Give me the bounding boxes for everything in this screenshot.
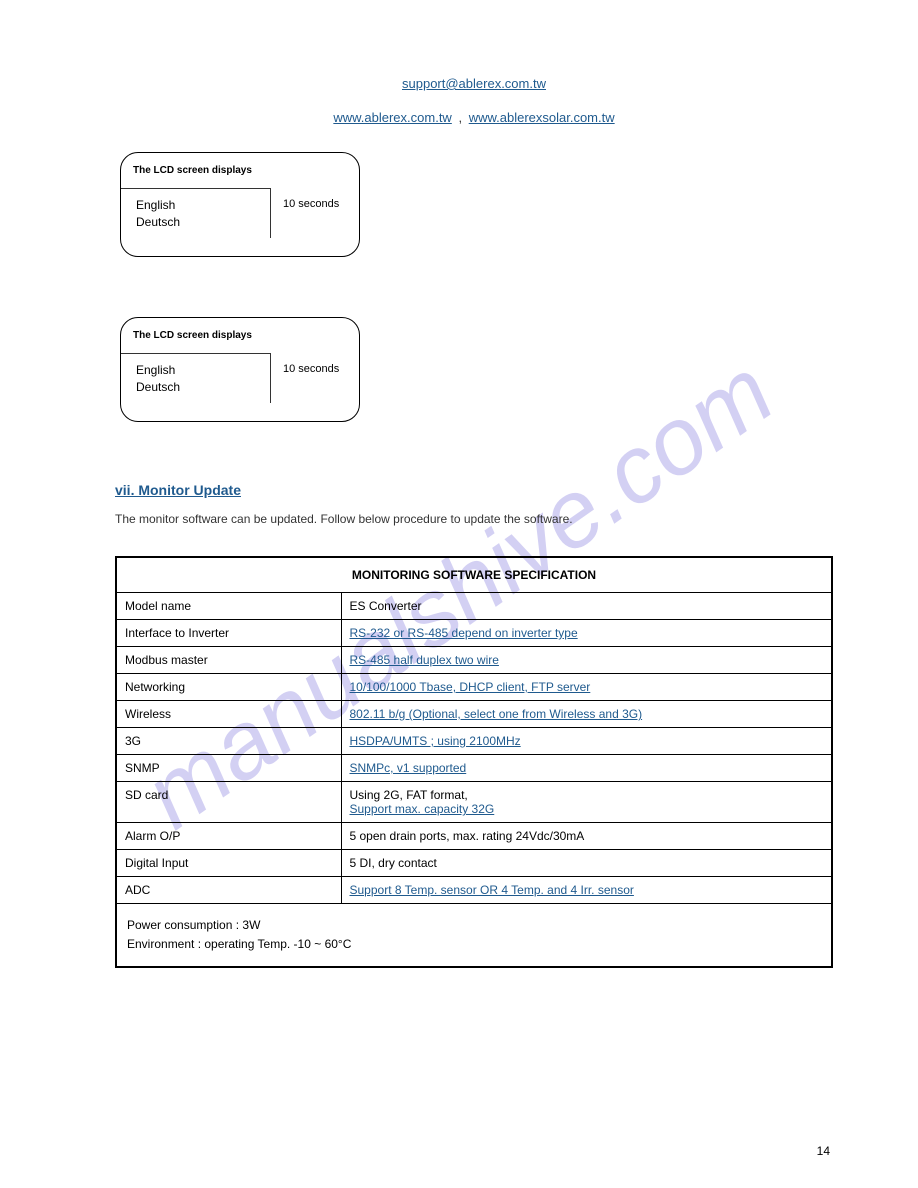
- update-section: vii. Monitor Update The monitor software…: [115, 482, 833, 526]
- cell-link[interactable]: SNMPc, v1 supported: [350, 761, 467, 775]
- lcd-box-2-right: 10 seconds: [283, 363, 339, 375]
- cell-link[interactable]: 802.11 b/g (Optional, select one from Wi…: [350, 707, 643, 721]
- row-label: Interface to Inverter: [116, 620, 341, 647]
- update-description: The monitor software can be updated. Fol…: [115, 512, 833, 526]
- row-value: Support 8 Temp. sensor OR 4 Temp. and 4 …: [341, 877, 832, 904]
- lcd-box-2-secondary: Deutsch: [136, 380, 180, 394]
- lcd-box-1-right: 10 seconds: [283, 198, 339, 210]
- footer-line-1: Power consumption : 3W: [127, 918, 260, 932]
- table-header-row: MONITORING SOFTWARE SPECIFICATION: [116, 557, 832, 593]
- spec-table: MONITORING SOFTWARE SPECIFICATION Model …: [115, 556, 833, 968]
- row-label: 3G: [116, 728, 341, 755]
- footer-line-2-suffix: ~ 60°C: [311, 937, 352, 951]
- table-footer-row: Power consumption : 3W Environment : ope…: [116, 904, 832, 968]
- row-value: 5 open drain ports, max. rating 24Vdc/30…: [341, 823, 832, 850]
- monitor-update-link[interactable]: vii. Monitor Update: [115, 482, 241, 498]
- table-row: Wireless 802.11 b/g (Optional, select on…: [116, 701, 832, 728]
- table-footer: Power consumption : 3W Environment : ope…: [116, 904, 832, 968]
- row-value: 5 DI, dry contact: [341, 850, 832, 877]
- row-value: Using 2G, FAT format, Support max. capac…: [341, 782, 832, 823]
- lcd-box-2-label: The LCD screen displays: [133, 330, 252, 341]
- cell-link[interactable]: 10/100/1000 Tbase, DHCP client, FTP serv…: [350, 680, 591, 694]
- table-row: Alarm O/P 5 open drain ports, max. ratin…: [116, 823, 832, 850]
- row-label: Networking: [116, 674, 341, 701]
- row-label: SD card: [116, 782, 341, 823]
- lcd-box-2-divider: [121, 353, 271, 403]
- footer-line-2-prefix: Environment : operating Temp. -10: [127, 937, 311, 951]
- table-row: Modbus master RS-485 half duplex two wir…: [116, 647, 832, 674]
- lcd-box-1: The LCD screen displays English Deutsch …: [120, 152, 360, 257]
- table-title: MONITORING SOFTWARE SPECIFICATION: [116, 557, 832, 593]
- row-value: 802.11 b/g (Optional, select one from Wi…: [341, 701, 832, 728]
- row-label: Modbus master: [116, 647, 341, 674]
- row-value: RS-485 half duplex two wire: [341, 647, 832, 674]
- cell-text: Using 2G, FAT format,: [350, 788, 468, 802]
- lcd-box-1-secondary: Deutsch: [136, 215, 180, 229]
- row-value: ES Converter: [341, 593, 832, 620]
- table-row: 3G HSDPA/UMTS ; using 2100MHz: [116, 728, 832, 755]
- box-container: The LCD screen displays English Deutsch …: [120, 152, 833, 422]
- cell-link[interactable]: HSDPA/UMTS ; using 2100MHz: [350, 734, 521, 748]
- table-row: Digital Input 5 DI, dry contact: [116, 850, 832, 877]
- table-row: Networking 10/100/1000 Tbase, DHCP clien…: [116, 674, 832, 701]
- table-row: SNMP SNMPc, v1 supported: [116, 755, 832, 782]
- email-link[interactable]: support@ablerex.com.tw: [402, 76, 546, 91]
- row-label: Digital Input: [116, 850, 341, 877]
- cell-link[interactable]: Support 8 Temp. sensor OR 4 Temp. and 4 …: [350, 883, 634, 897]
- lcd-box-1-divider: [121, 188, 271, 238]
- page-content: support@ablerex.com.tw www.ablerex.com.t…: [0, 0, 918, 1008]
- link-separator: ,: [458, 110, 465, 125]
- cell-link[interactable]: RS-232 or RS-485 depend on inverter type: [350, 626, 578, 640]
- row-label: Wireless: [116, 701, 341, 728]
- row-label: Model name: [116, 593, 341, 620]
- header-links: support@ablerex.com.tw www.ablerex.com.t…: [115, 75, 833, 127]
- cell-link[interactable]: RS-485 half duplex two wire: [350, 653, 499, 667]
- website-link-right[interactable]: www.ablerexsolar.com.tw: [469, 110, 615, 125]
- cell-link[interactable]: Support max. capacity 32G: [350, 802, 495, 816]
- lcd-box-2-english: English: [136, 363, 175, 377]
- row-label: ADC: [116, 877, 341, 904]
- table-row: ADC Support 8 Temp. sensor OR 4 Temp. an…: [116, 877, 832, 904]
- row-value: SNMPc, v1 supported: [341, 755, 832, 782]
- row-label: SNMP: [116, 755, 341, 782]
- table-row: Interface to Inverter RS-232 or RS-485 d…: [116, 620, 832, 647]
- table-row: SD card Using 2G, FAT format, Support ma…: [116, 782, 832, 823]
- page-number: 14: [817, 1144, 830, 1158]
- row-value: 10/100/1000 Tbase, DHCP client, FTP serv…: [341, 674, 832, 701]
- row-value: HSDPA/UMTS ; using 2100MHz: [341, 728, 832, 755]
- row-value: RS-232 or RS-485 depend on inverter type: [341, 620, 832, 647]
- lcd-box-2: The LCD screen displays English Deutsch …: [120, 317, 360, 422]
- lcd-box-1-english: English: [136, 198, 175, 212]
- table-row: Model name ES Converter: [116, 593, 832, 620]
- website-link-left[interactable]: www.ablerex.com.tw: [333, 110, 451, 125]
- row-label: Alarm O/P: [116, 823, 341, 850]
- lcd-box-1-label: The LCD screen displays: [133, 165, 252, 176]
